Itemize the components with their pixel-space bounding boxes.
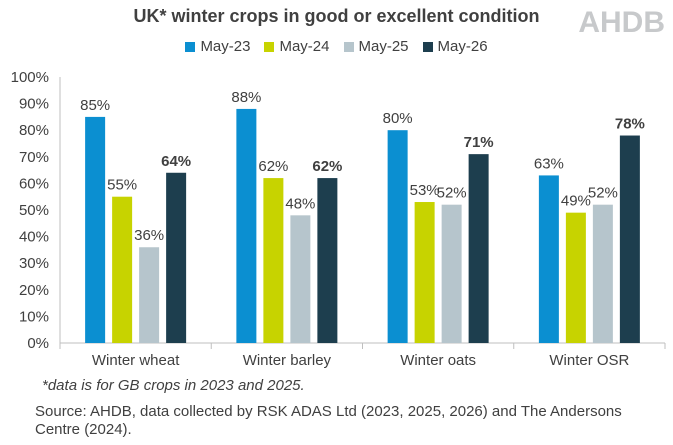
y-tick-label: 10% [19, 308, 49, 325]
y-tick-label: 100% [11, 69, 49, 86]
legend-item: May-23 [185, 38, 250, 55]
y-tick-label: 0% [27, 335, 49, 352]
x-tick-label: Winter barley [243, 352, 332, 369]
y-tick-label: 20% [19, 282, 49, 299]
legend-item: May-25 [343, 38, 409, 55]
data-label: 88% [231, 89, 261, 106]
bar [112, 196, 133, 343]
data-label: 71% [464, 134, 494, 151]
data-label: 62% [258, 158, 288, 175]
data-label: 36% [134, 227, 164, 244]
data-label: 52% [437, 185, 467, 202]
legend-swatch [185, 41, 196, 52]
bar [414, 202, 435, 343]
y-tick-label: 60% [19, 175, 49, 192]
bar [538, 175, 559, 343]
bar [85, 116, 106, 344]
legend-label: May-26 [437, 38, 488, 55]
y-tick-label: 90% [19, 96, 49, 113]
data-label: 48% [285, 195, 315, 212]
bar [139, 247, 160, 343]
legend-swatch [422, 41, 433, 52]
legend-item: May-26 [422, 38, 488, 55]
legend-swatch [264, 41, 275, 52]
legend-label: May-23 [200, 38, 251, 55]
bar [290, 215, 311, 343]
data-label: 55% [107, 177, 137, 194]
legend-item: May-24 [264, 38, 330, 55]
legend-swatch [343, 41, 354, 52]
x-tick-label: Winter oats [400, 352, 476, 369]
bar [619, 135, 640, 343]
y-tick-label: 70% [19, 149, 49, 166]
bar [441, 204, 462, 343]
source-line-2: Centre (2024). [35, 421, 132, 438]
x-tick-label: Winter OSR [549, 352, 629, 369]
y-tick-label: 50% [19, 202, 49, 219]
data-label: 78% [615, 116, 645, 133]
bar [387, 130, 408, 343]
bar [263, 178, 284, 343]
bar [565, 212, 586, 343]
source-note: Source: AHDB, data collected by RSK ADAS… [35, 403, 665, 439]
y-tick-label: 40% [19, 229, 49, 246]
data-label: 80% [383, 110, 413, 127]
chart-title: UK* winter crops in good or excellent co… [133, 6, 540, 26]
bar [592, 204, 613, 343]
x-tick-label: Winter wheat [92, 352, 180, 369]
chart-legend: May-23 May-24 May-25 May-26 [0, 38, 673, 55]
ahdb-logo: AHDB [578, 6, 665, 39]
bar [166, 172, 187, 343]
data-label: 63% [534, 155, 564, 172]
footnote: *data is for GB crops in 2023 and 2025. [42, 377, 305, 394]
bar [468, 154, 489, 343]
source-line-1: Source: AHDB, data collected by RSK ADAS… [35, 403, 622, 420]
bar [317, 178, 338, 343]
y-tick-label: 80% [19, 122, 49, 139]
y-tick-label: 30% [19, 255, 49, 272]
data-label: 64% [161, 153, 191, 170]
data-label: 85% [80, 97, 110, 114]
data-label: 49% [561, 193, 591, 210]
bar [236, 108, 257, 343]
data-label: 53% [410, 182, 440, 199]
legend-label: May-25 [358, 38, 409, 55]
data-label: 52% [588, 185, 618, 202]
legend-label: May-24 [279, 38, 330, 55]
data-label: 62% [312, 158, 342, 175]
